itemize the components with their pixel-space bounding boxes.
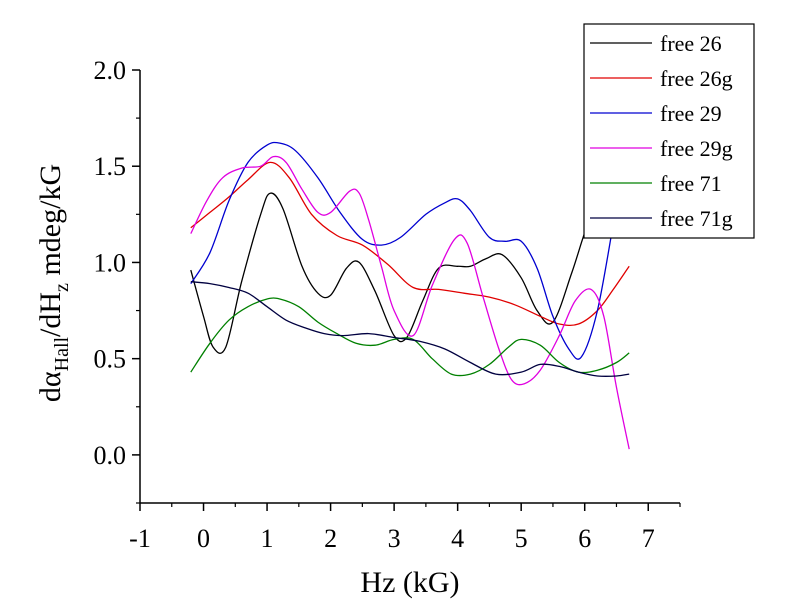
y-axis-ticks: 0.0 0.5 1.0 1.5 2.0 bbox=[94, 56, 140, 504]
y-axis-title: dαHall/dHz mdeg/kG bbox=[34, 164, 73, 402]
x-tick-label: 5 bbox=[515, 524, 528, 553]
y-axis-title-tail: mdeg/kG bbox=[34, 164, 67, 283]
y-tick-label: 0.5 bbox=[94, 345, 127, 374]
legend-label-free-71g: free 71g bbox=[660, 206, 733, 231]
y-tick-label: 0.0 bbox=[94, 441, 127, 470]
y-axis-title-sub1: Hall bbox=[51, 337, 73, 372]
y-axis-title-mid: /dH bbox=[34, 292, 67, 337]
x-tick-label: 6 bbox=[578, 524, 591, 553]
series-line-free-71g bbox=[190, 281, 630, 377]
legend-label-free-29: free 29 bbox=[660, 101, 722, 126]
x-tick-label: 3 bbox=[388, 524, 401, 553]
y-tick-label: 1.5 bbox=[94, 152, 127, 181]
plot-axes bbox=[139, 70, 680, 504]
x-axis-ticks: -1 0 1 2 3 4 5 6 7 bbox=[129, 503, 681, 553]
x-tick-label: 7 bbox=[642, 524, 655, 553]
legend-box bbox=[583, 23, 755, 239]
legend-label-free-26g: free 26g bbox=[660, 66, 733, 91]
plot-lines bbox=[190, 141, 630, 450]
legend: free 26 free 26g free 29 free 29g free 71 fre… bbox=[583, 23, 755, 239]
x-tick-label: 0 bbox=[197, 524, 210, 553]
x-axis-title: Hz (kG) bbox=[360, 566, 459, 599]
legend-label-free-29g: free 29g bbox=[660, 136, 733, 161]
y-tick-label: 1.0 bbox=[94, 248, 127, 277]
legend-label-free-26: free 26 bbox=[660, 31, 722, 56]
x-tick-label: 2 bbox=[324, 524, 337, 553]
legend-label-free-71: free 71 bbox=[660, 171, 722, 196]
series-line-free-71 bbox=[190, 297, 630, 377]
x-tick-label: 1 bbox=[261, 524, 274, 553]
y-axis-title-base: dα bbox=[34, 371, 67, 402]
series-line-free-29g bbox=[190, 155, 630, 450]
x-tick-label: -1 bbox=[129, 524, 151, 553]
x-tick-label: 4 bbox=[451, 524, 464, 553]
series-line-free-29 bbox=[190, 141, 614, 360]
series-line-free-26g bbox=[190, 161, 630, 327]
y-axis-title-sub2: z bbox=[51, 283, 73, 292]
y-tick-label: 2.0 bbox=[94, 56, 127, 85]
